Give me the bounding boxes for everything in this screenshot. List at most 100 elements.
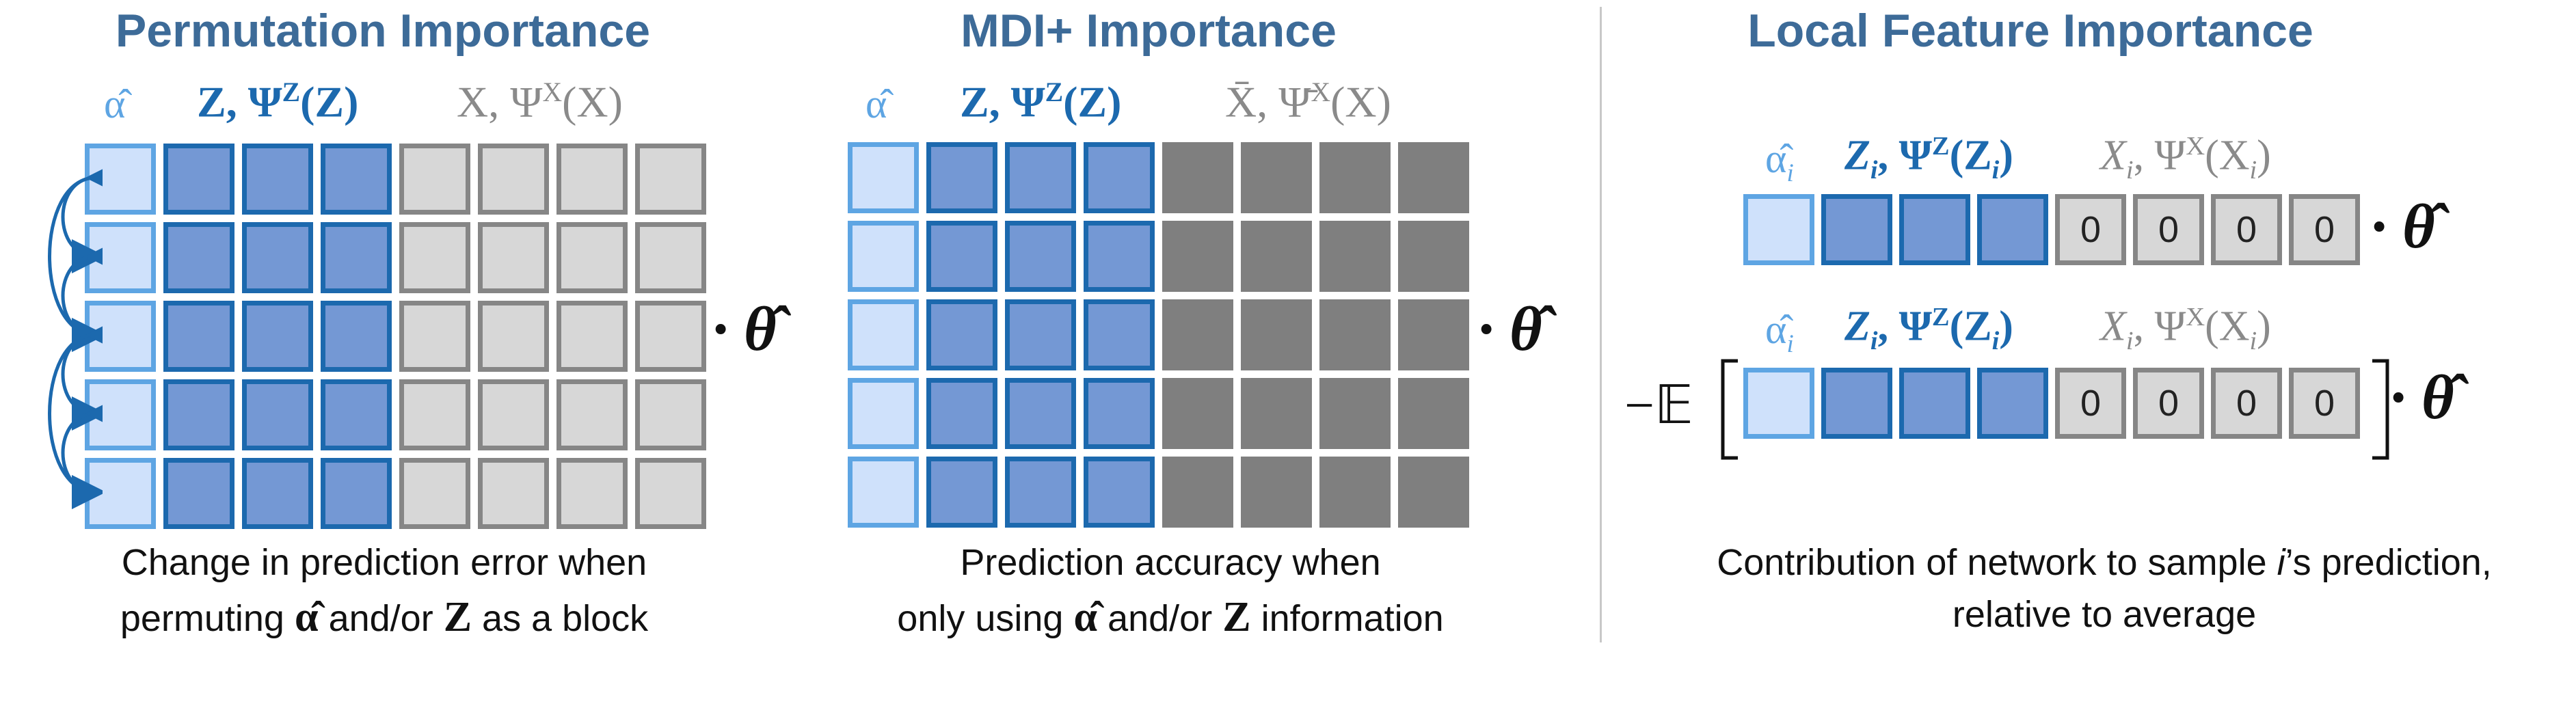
mdi-x-cell	[1319, 299, 1391, 370]
mdi-z-cell	[926, 221, 997, 292]
permutation-x-cell	[399, 301, 470, 372]
local-theta-2: · θ̂	[2390, 362, 2454, 432]
permutation-x-cell	[635, 144, 706, 215]
mdi-x-cell	[1398, 299, 1469, 370]
mdi-x-cell	[1398, 457, 1469, 528]
mdi-alpha-cell	[848, 299, 919, 370]
permutation-z-cell	[321, 144, 392, 215]
mdi-theta: · θ̂	[1478, 294, 1542, 364]
mdi-x-cell	[1319, 378, 1391, 449]
permutation-theta: · θ̂	[712, 294, 777, 364]
local-expected-zero-cell: 0	[2289, 368, 2360, 439]
local-left-bracket	[1721, 359, 1738, 460]
mdi-z-cell	[926, 299, 997, 370]
local-caption-line1: Contribution of network to sample i’s pr…	[1717, 542, 2492, 583]
mdi-alpha-cell	[848, 378, 919, 449]
permutation-x-cell	[399, 144, 470, 215]
permutation-z-cell	[163, 144, 234, 215]
permutation-z-cell	[163, 222, 234, 293]
mdi-x-cell	[1319, 142, 1391, 213]
mdi-x-cell	[1162, 221, 1233, 292]
mdi-title: MDI+ Importance	[961, 5, 1337, 57]
permutation-alpha-header: α̂	[104, 81, 126, 126]
mdi-z-header: Z, ΨZ(Z)	[960, 77, 1122, 126]
permutation-x-cell	[635, 301, 706, 372]
mdi-z-cell	[1084, 457, 1155, 528]
mdi-x-cell	[1319, 457, 1391, 528]
mdi-x-cell	[1241, 299, 1312, 370]
mdi-x-cell	[1398, 378, 1469, 449]
permutation-x-cell	[478, 144, 549, 215]
local-x-header-1: Xi, ΨX(Xi)	[2100, 132, 2271, 185]
local-x-header-2: Xi, ΨX(Xi)	[2100, 303, 2271, 356]
local-theta-1: · θ̂	[2371, 191, 2435, 261]
local-alpha-header-1: α̂i	[1765, 136, 1794, 187]
permutation-x-cell	[635, 222, 706, 293]
mdi-caption-line1: Prediction accuracy when	[960, 542, 1381, 583]
permutation-x-cell	[478, 458, 549, 529]
local-zero-cell: 0	[2289, 194, 2360, 265]
permutation-z-cell	[163, 379, 234, 450]
mdi-x-cell	[1241, 378, 1312, 449]
local-title: Local Feature Importance	[1747, 5, 2313, 57]
mdi-x-cell	[1162, 299, 1233, 370]
permutation-z-cell	[242, 144, 313, 215]
mdi-z-cell	[1005, 142, 1076, 213]
mdi-x-cell	[1398, 142, 1469, 213]
mdi-x-cell	[1162, 142, 1233, 213]
permutation-x-cell	[635, 458, 706, 529]
mdi-z-cell	[1005, 378, 1076, 449]
local-z-header-1: Zi, ΨZ(Zi)	[1844, 132, 2013, 185]
permutation-z-cell	[163, 458, 234, 529]
mdi-alpha-cell	[848, 221, 919, 292]
permutation-arrow	[48, 317, 103, 509]
permutation-x-cell	[399, 379, 470, 450]
permutation-x-cell	[635, 379, 706, 450]
permutation-z-cell	[242, 379, 313, 450]
permutation-z-cell	[242, 458, 313, 529]
mdi-z-cell	[926, 457, 997, 528]
mdi-z-cell	[926, 142, 997, 213]
permutation-z-cell	[321, 222, 392, 293]
local-caption-line2: relative to average	[1952, 594, 2257, 635]
local-expected-alpha-cell	[1743, 368, 1814, 439]
local-zero-cell: 0	[2211, 194, 2282, 265]
local-expected-zero-cell: 0	[2055, 368, 2126, 439]
permutation-z-cell	[163, 301, 234, 372]
permutation-caption-line1: Change in prediction error when	[121, 542, 647, 583]
mdi-caption-line2: only using α̂ and/or Z information	[897, 594, 1444, 640]
permutation-x-cell	[478, 301, 549, 372]
permutation-z-cell	[321, 379, 392, 450]
permutation-arrows	[48, 160, 103, 509]
permutation-z-cell	[321, 458, 392, 529]
mdi-z-cell	[1084, 221, 1155, 292]
local-zero-cell: 0	[2055, 194, 2126, 265]
permutation-x-cell	[478, 222, 549, 293]
mdi-x-cell	[1398, 221, 1469, 292]
permutation-x-cell	[399, 458, 470, 529]
mdi-z-cell	[1005, 221, 1076, 292]
mdi-z-cell	[1084, 142, 1155, 213]
mdi-x-header: X̄, Ψ̄X(X)	[1225, 77, 1391, 126]
local-alpha-header-2: α̂i	[1765, 307, 1794, 358]
local-expected-zero-cell: 0	[2133, 368, 2204, 439]
local-zero-cell: 0	[2133, 194, 2204, 265]
permutation-z-cell	[321, 301, 392, 372]
permutation-x-cell	[399, 222, 470, 293]
mdi-alpha-cell	[848, 457, 919, 528]
permutation-x-cell	[556, 301, 628, 372]
permutation-caption-line2: permuting α̂ and/or Z as a block	[120, 594, 649, 640]
permutation-x-cell	[556, 379, 628, 450]
mdi-x-cell	[1241, 142, 1312, 213]
panel-divider	[1600, 7, 1602, 642]
permutation-x-cell	[478, 379, 549, 450]
mdi-z-cell	[1005, 457, 1076, 528]
local-expectation: −𝔼	[1624, 375, 1693, 435]
permutation-x-header: X, ΨX(X)	[457, 77, 623, 126]
permutation-x-cell	[556, 144, 628, 215]
local-z-header-2: Zi, ΨZ(Zi)	[1844, 303, 2013, 356]
local-z-cell	[1821, 194, 1892, 265]
mdi-x-cell	[1241, 221, 1312, 292]
local-alpha-cell	[1743, 194, 1814, 265]
mdi-alpha-cell	[848, 142, 919, 213]
